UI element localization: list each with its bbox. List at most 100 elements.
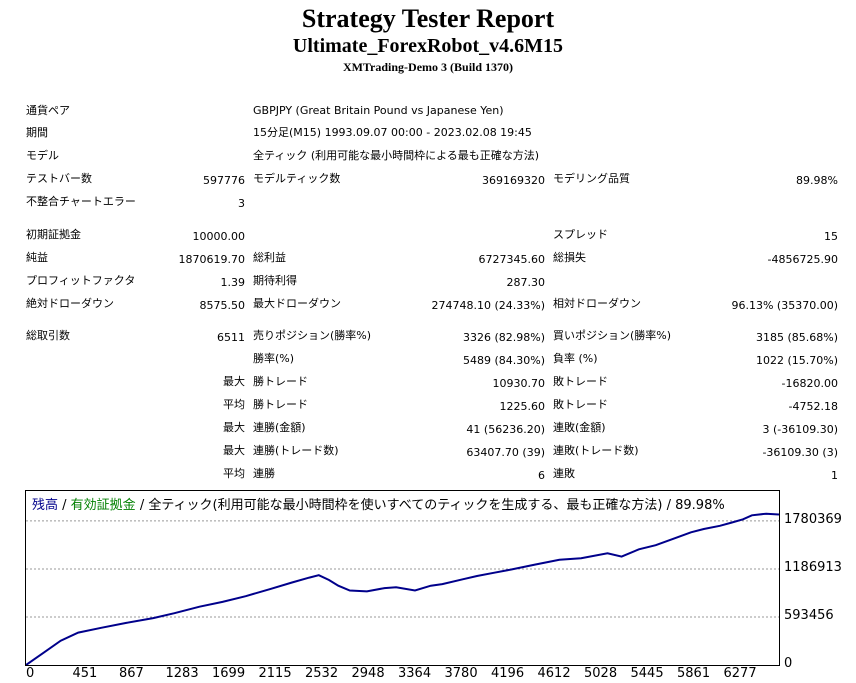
cons-loss-trades-value: -36109.30 (3) (762, 446, 838, 459)
max-dd-value: 274748.10 (24.33%) (431, 299, 545, 312)
x-tick-label: 5028 (584, 666, 618, 681)
expected-value: 287.30 (506, 276, 546, 289)
net-label: 純益 (26, 251, 48, 264)
x-tick-label: 5861 (677, 666, 711, 681)
winrate-value: 5489 (84.30%) (462, 354, 545, 367)
cons-loss-money-value: 3 (-36109.30) (762, 423, 838, 436)
expected-label: 期待利得 (253, 274, 297, 287)
x-tick-label: 5445 (630, 666, 664, 681)
avg-win-value: 1225.60 (499, 400, 546, 413)
cons-win-trades-value: 63407.70 (39) (466, 446, 545, 459)
quality-label: モデリング品質 (553, 172, 630, 185)
long-label: 買いポジション(勝率%) (553, 329, 672, 342)
model-label: モデル (26, 149, 59, 162)
net-value: 1870619.70 (178, 253, 245, 266)
x-tick-label: 4196 (491, 666, 525, 681)
server-info: XMTrading-Demo 3 (Build 1370) (342, 60, 514, 74)
abs-dd-value: 8575.50 (199, 299, 246, 312)
x-tick-label: 3780 (444, 666, 478, 681)
errors-value: 3 (238, 197, 245, 210)
gross-loss-label: 総損失 (553, 251, 586, 264)
spread-label: スプレッド (553, 228, 608, 241)
avg-cons-win-value: 6 (538, 469, 545, 482)
bars-value: 597776 (203, 174, 245, 187)
pf-label: プロフィットファクタ (26, 274, 136, 287)
short-value: 3326 (82.98%) (462, 331, 545, 344)
robot-name: Ultimate_ForexRobot_v4.6M15 (292, 35, 564, 57)
cons-loss-money-label: 連敗(金額) (553, 421, 606, 434)
cons-win-money-label: 連勝(金額) (253, 421, 306, 434)
win-trade-label: 勝トレード (253, 375, 308, 388)
legend-sep: / (58, 498, 71, 513)
cons-loss-trades-label: 連敗(トレード数) (553, 444, 639, 457)
quality-value: 89.98% (796, 174, 838, 187)
gross-profit-value: 6727345.60 (478, 253, 545, 266)
lossrate-value: 1022 (15.70%) (755, 354, 838, 367)
max-label: 最大 (223, 375, 245, 388)
x-tick-label: 3364 (398, 666, 432, 681)
spread-value: 15 (824, 230, 838, 243)
errors-label: 不整合チャートエラー (26, 195, 136, 208)
chart-legend: 残高 / 有効証拠金 / 全ティック(利用可能な最小時間枠を使いすべてのティック… (32, 494, 725, 513)
gross-loss-value: -4856725.90 (767, 253, 838, 266)
avg-label-2: 平均 (223, 467, 245, 480)
bars-label: テストバー数 (26, 172, 92, 185)
avg-cons-loss-value: 1 (831, 469, 838, 482)
max-loss-value: -16820.00 (781, 377, 838, 390)
pair-value: GBPJPY (Great Britain Pound vs Japanese … (253, 104, 504, 117)
short-label: 売りポジション(勝率%) (253, 329, 372, 342)
avg-label: 平均 (223, 398, 245, 411)
avg-cons-win-label: 連勝 (253, 467, 275, 480)
long-value: 3185 (85.68%) (755, 331, 838, 344)
y-tick-label: 1780369 (784, 511, 842, 527)
legend-balance: 残高 (32, 498, 59, 513)
x-tick-label: 867 (119, 666, 144, 681)
x-tick-label: 6277 (723, 666, 757, 681)
report-title: Strategy Tester Report (301, 4, 555, 33)
avg-cons-loss-label: 連敗 (553, 467, 575, 480)
rel-dd-value: 96.13% (35370.00) (731, 299, 838, 312)
model-value: 全ティック (利用可能な最小時間枠による最も正確な方法) (253, 149, 540, 162)
deposit-value: 10000.00 (192, 230, 246, 243)
x-tick-label: 2948 (351, 666, 385, 681)
y-tick-label: 0 (784, 656, 793, 671)
period-label: 期間 (26, 126, 48, 139)
cons-win-money-value: 41 (56236.20) (466, 423, 545, 436)
avg-win-trade-label: 勝トレード (253, 398, 308, 411)
max-win-value: 10930.70 (492, 377, 546, 390)
avg-loss-trade-label: 敗トレード (553, 398, 608, 411)
cons-win-trades-label: 連勝(トレード数) (253, 444, 339, 457)
x-tick-label: 2115 (258, 666, 292, 681)
loss-trade-label: 敗トレード (553, 375, 608, 388)
y-tick-label: 1186913 (784, 559, 842, 575)
ticks-value: 369169320 (482, 174, 545, 187)
gross-profit-label: 総利益 (253, 251, 286, 264)
x-tick-label: 0 (26, 666, 35, 681)
abs-dd-label: 絶対ドローダウン (26, 297, 114, 310)
x-tick-label: 1283 (165, 666, 199, 681)
y-tick-label: 593456 (784, 607, 834, 623)
ticks-label: モデルティック数 (253, 172, 341, 185)
deposit-label: 初期証拠金 (26, 228, 81, 241)
pair-label: 通貨ペア (26, 104, 70, 117)
rel-dd-label: 相対ドローダウン (553, 297, 641, 310)
chart-plot (26, 512, 779, 665)
series-line-0 (26, 512, 779, 665)
pf-value: 1.39 (220, 276, 246, 289)
legend-rest: / 全ティック(利用可能な最小時間枠を使いすべてのティックを生成する、最も正確な… (135, 498, 725, 513)
max-label-2: 最大 (223, 421, 245, 434)
legend-equity: 有効証拠金 (70, 498, 136, 513)
x-tick-label: 2532 (305, 666, 339, 681)
trades-label: 総取引数 (26, 329, 70, 342)
winrate-label: 勝率(%) (253, 352, 295, 365)
lossrate-label: 負率 (%) (553, 352, 598, 365)
max-label-3: 最大 (223, 444, 245, 457)
x-tick-label: 1699 (212, 666, 246, 681)
x-tick-label: 4612 (537, 666, 571, 681)
period-value: 15分足(M15) 1993.09.07 00:00 - 2023.02.08 … (253, 126, 532, 139)
balance-chart: 残高 / 有効証拠金 / 全ティック(利用可能な最小時間枠を使いすべてのティック… (25, 490, 780, 666)
x-tick-label: 451 (72, 666, 98, 681)
avg-loss-value: -4752.18 (788, 400, 838, 413)
trades-value: 6511 (217, 331, 245, 344)
max-dd-label: 最大ドローダウン (253, 297, 341, 310)
